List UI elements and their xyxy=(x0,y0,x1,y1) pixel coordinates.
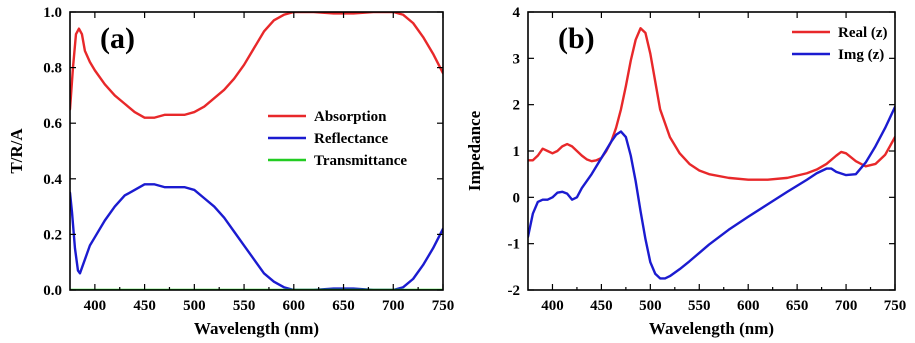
legend: Absorption Reflectance Transmittance xyxy=(268,109,407,169)
legend-label: Reflectance xyxy=(314,131,388,147)
panel-label: (b) xyxy=(558,22,595,55)
y-tick-label: 0.8 xyxy=(43,61,62,77)
y-tick-label: 0.2 xyxy=(43,227,62,243)
x-tick-label: 500 xyxy=(639,298,662,314)
x-tick-label: 600 xyxy=(737,298,760,314)
x-tick-label: 700 xyxy=(835,298,858,314)
y-tick-label: -1 xyxy=(508,237,521,253)
x-axis-title: Wavelength (nm) xyxy=(194,319,319,338)
y-tick-label: 0.6 xyxy=(43,116,62,132)
x-tick-label: 600 xyxy=(283,298,306,314)
x-tick-label: 650 xyxy=(332,298,355,314)
legend-label: Real (z) xyxy=(838,25,888,41)
plot-frame xyxy=(69,11,444,291)
x-tick-label: 550 xyxy=(233,298,256,314)
y-axis-title: Impedance xyxy=(465,110,484,191)
panel-b: 400 450 500 550 600 650 700 750 -2 -1 0 1 2 3 4 Wavelen… xyxy=(465,5,906,338)
y-tick-label: 0 xyxy=(513,190,521,206)
y-tick-label: 0.0 xyxy=(43,283,62,299)
x-tick-label: 550 xyxy=(688,298,711,314)
legend-label: Absorption xyxy=(314,109,387,125)
panel-label: (a) xyxy=(100,22,135,55)
y-tick-label: 3 xyxy=(513,51,521,67)
x-tick-label: 450 xyxy=(590,298,613,314)
x-tick-label: 500 xyxy=(183,298,206,314)
x-axis-title: Wavelength (nm) xyxy=(649,319,774,338)
series-line-real-z xyxy=(528,27,895,181)
panel-a: 400 450 500 550 600 650 700 750 0.0 0.2 0.4 0.6 0.8 1… xyxy=(7,5,454,338)
legend: Real (z) Img (z) xyxy=(792,25,888,63)
x-tick-label: 750 xyxy=(432,298,455,314)
series-line-reflectance xyxy=(70,183,443,290)
y-tick-label: 2 xyxy=(513,98,521,114)
x-tick-label: 650 xyxy=(786,298,809,314)
series-group xyxy=(528,27,895,280)
x-tick-label: 750 xyxy=(884,298,907,314)
x-tick-label: 400 xyxy=(84,298,107,314)
y-axis-title: T/R/A xyxy=(7,128,26,174)
x-tick-label: 400 xyxy=(541,298,564,314)
legend-label: Transmittance xyxy=(314,153,407,169)
y-tick-label: -2 xyxy=(508,283,521,299)
y-tick-label: 1.0 xyxy=(43,5,62,21)
series-line-img-z xyxy=(528,105,895,280)
y-tick-label: 4 xyxy=(513,5,521,21)
y-tick-label: 0.4 xyxy=(43,172,62,188)
y-tick-label: 1 xyxy=(513,144,521,160)
x-tick-label: 450 xyxy=(133,298,156,314)
x-tick-label: 700 xyxy=(382,298,405,314)
legend-label: Img (z) xyxy=(838,47,884,63)
